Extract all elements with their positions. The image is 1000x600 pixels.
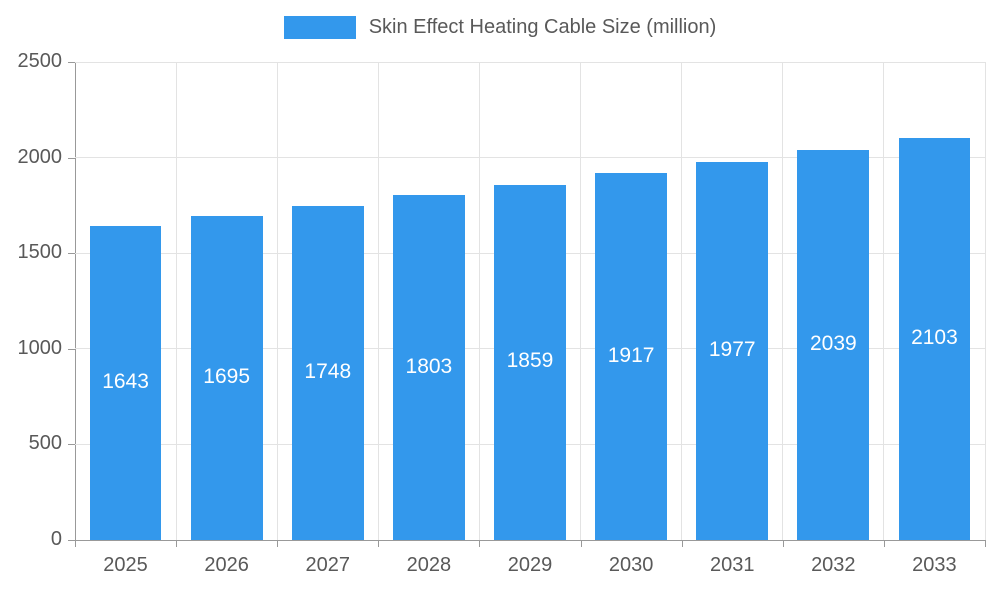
x-axis-line: [75, 540, 986, 541]
x-axis-tick: [378, 540, 380, 547]
x-tick-label: 2028: [406, 554, 452, 576]
x-tick-label: 2026: [204, 554, 249, 576]
y-tick-label: 2500: [17, 50, 63, 72]
x-axis-tick: [277, 540, 279, 547]
y-tick-label: 1000: [17, 336, 63, 359]
x-axis-tick: [75, 540, 76, 547]
x-axis-tick: [681, 540, 683, 547]
legend: Skin Effect Heating Cable Size (million): [0, 16, 1000, 39]
y-axis-tick: [68, 348, 75, 350]
x-grid-line: [377, 62, 379, 540]
x-grid-line: [681, 62, 683, 540]
y-tick-label: 0: [50, 528, 62, 550]
bar[interactable]: [190, 215, 263, 540]
x-tick-label: 2032: [811, 554, 856, 576]
x-tick-label: 2027: [305, 554, 351, 576]
plot-area: 1643 1695 1748 1803 1859 1917 1977 2039 2103: [75, 62, 986, 540]
bar[interactable]: [392, 195, 465, 540]
x-axis-tick: [176, 540, 178, 547]
bar[interactable]: [291, 205, 364, 540]
y-axis-tick: [68, 253, 75, 255]
x-grid-line: [175, 62, 177, 540]
x-axis-tick: [580, 540, 582, 547]
y-tick-label: 2000: [17, 145, 63, 168]
y-axis-tick: [68, 540, 75, 541]
y-tick-label: 1500: [17, 241, 63, 264]
x-axis-tick: [985, 540, 986, 547]
x-axis-tick: [883, 540, 885, 547]
bar[interactable]: [898, 137, 971, 540]
y-axis-tick: [68, 62, 75, 63]
legend-label[interactable]: Skin Effect Heating Cable Size (million): [368, 16, 717, 38]
x-tick-label: 2029: [507, 554, 553, 576]
legend-swatch[interactable]: [283, 16, 356, 39]
y-grid-line: [75, 62, 985, 63]
x-axis-tick: [782, 540, 784, 547]
x-tick-label: 2030: [608, 554, 654, 576]
y-axis-tick: [68, 157, 75, 159]
x-grid-line: [782, 62, 784, 540]
y-axis-tick: [68, 444, 75, 446]
x-grid-line: [883, 62, 885, 540]
x-grid-line: [580, 62, 582, 540]
x-tick-label: 2031: [709, 554, 755, 576]
x-tick-label: 2033: [912, 554, 957, 576]
x-tick-label: 2025: [103, 554, 148, 576]
y-tick-label: 500: [28, 432, 62, 455]
bar[interactable]: [89, 225, 162, 540]
y-axis-line: [75, 62, 76, 541]
bar[interactable]: [696, 161, 769, 540]
x-grid-line: [276, 62, 278, 540]
x-grid-line: [984, 62, 986, 540]
x-grid-line: [478, 62, 480, 540]
x-axis-tick: [479, 540, 481, 547]
bar[interactable]: [494, 184, 566, 540]
bar[interactable]: [595, 173, 667, 540]
y-grid-line: [75, 157, 985, 159]
bar[interactable]: [797, 150, 870, 540]
